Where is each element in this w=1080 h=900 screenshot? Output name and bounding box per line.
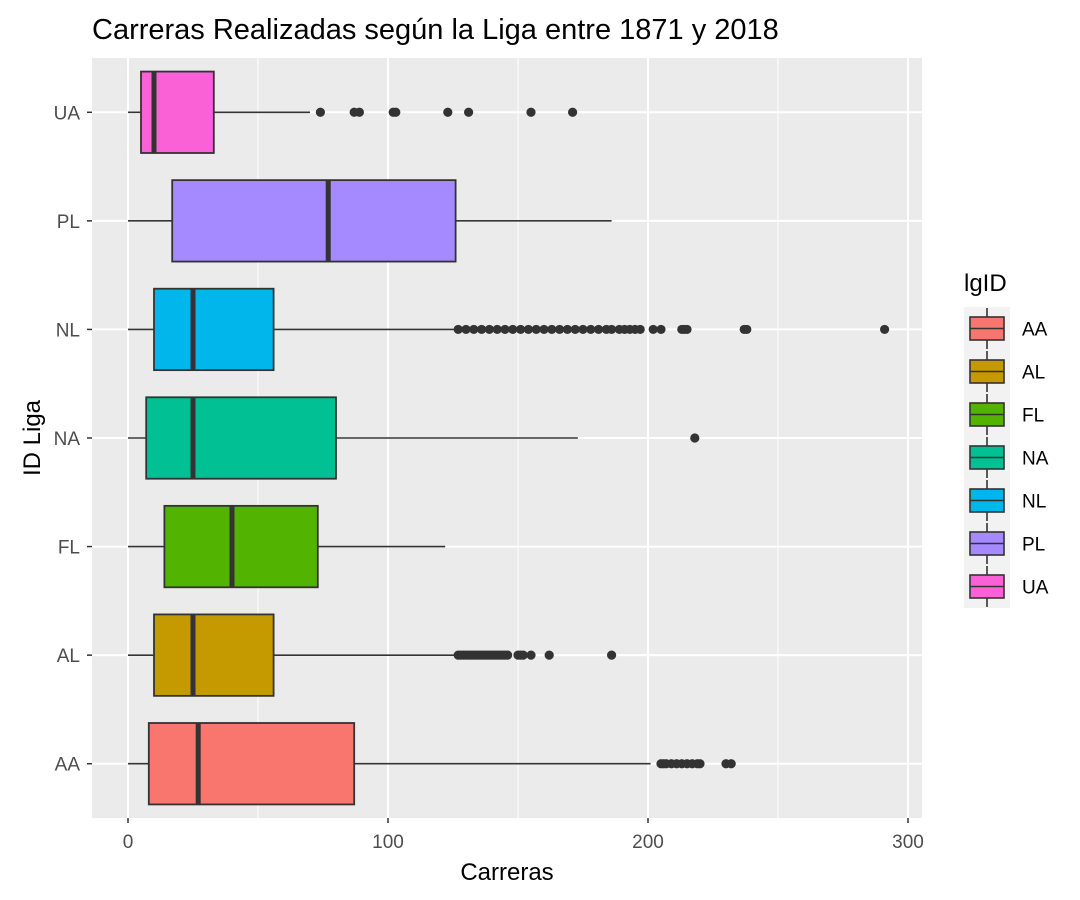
outlier-point [547,324,557,335]
y-tick-label: NA [54,429,81,450]
outlier-point [461,324,471,335]
box-iqr [153,613,275,697]
outlier-point [544,650,554,660]
outlier-point [484,324,494,335]
outlier-point [354,107,364,117]
legend-label: PL [1022,535,1045,556]
outlier-point [578,324,588,335]
outlier-point [562,324,573,335]
legend-item-ua: UA [964,565,1049,608]
legend-item-al: AL [964,350,1045,393]
outlier-point [726,759,736,769]
outlier-point [539,324,549,335]
outlier-point [607,324,617,335]
legend-item-nl: NL [964,479,1046,522]
y-axis-title: ID Liga [19,399,46,476]
outlier-point [518,650,528,660]
outlier-point [880,324,890,335]
outlier-point [742,324,752,335]
outlier-point [391,107,401,117]
legend-item-aa: AA [964,307,1048,350]
outlier-point [477,324,487,335]
legend: lgID AA AL FL NA NL PL UA [964,270,1049,608]
legend-label: AL [1022,363,1045,384]
y-axis-ticks: AA AL FL NA NL PL UA [54,103,92,776]
outlier-point [648,324,658,335]
outlier-point [635,324,645,335]
box-aa [128,722,736,806]
outlier-point [523,324,534,335]
outlier-point [607,650,617,660]
legend-item-fl: FL [964,393,1044,436]
legend-item-pl: PL [964,522,1045,565]
outlier-point [469,324,479,335]
y-tick-label: PL [57,212,80,233]
x-tick-label: 200 [632,832,664,853]
outlier-point [500,324,510,335]
box-al [128,613,617,697]
outlier-point [464,107,474,117]
outlier-point [555,324,565,335]
legend-item-na: NA [964,436,1049,479]
chart-title: Carreras Realizadas según la Liga entre … [92,14,779,46]
box-fl [128,504,446,589]
outlier-point [682,324,692,335]
outlier-point [516,324,526,335]
y-tick-label: FL [58,538,80,559]
box-iqr [163,504,319,589]
outlier-point [568,107,578,117]
outlier-point [531,324,541,335]
box-nl [128,287,890,372]
y-tick-label: NL [56,320,80,341]
y-tick-label: AL [57,646,80,667]
legend-label: FL [1022,406,1044,427]
box-iqr [147,722,356,806]
legend-label: NL [1022,492,1046,513]
outlier-point [526,650,536,660]
x-tick-label: 100 [372,832,404,853]
box-iqr [171,179,457,263]
outlier-point [695,759,705,769]
outlier-point [508,324,518,335]
outlier-point [690,433,700,443]
legend-title: lgID [964,270,1007,297]
outlier-point [453,324,463,335]
box-ua [128,70,578,154]
x-axis-ticks: 0 100 200 300 [123,818,924,853]
outlier-point [315,107,325,117]
x-tick-label: 0 [123,832,134,853]
legend-label: AA [1022,320,1048,341]
boxes [128,70,890,806]
outlier-point [586,324,596,335]
y-tick-label: AA [55,755,81,776]
box-iqr [145,396,337,480]
outlier-point [492,324,502,335]
box-na [128,396,700,480]
box-iqr [153,287,275,372]
x-axis-title: Carreras [460,859,553,886]
outlier-point [594,324,604,335]
y-tick-label: UA [54,103,81,124]
legend-label: UA [1022,578,1049,599]
legend-label: NA [1022,449,1049,470]
x-tick-label: 300 [892,832,924,853]
outlier-point [443,107,453,117]
outlier-point [570,324,580,335]
outlier-point [503,650,513,660]
box-pl [128,179,612,263]
outlier-point [526,107,536,117]
outlier-point [656,324,666,335]
